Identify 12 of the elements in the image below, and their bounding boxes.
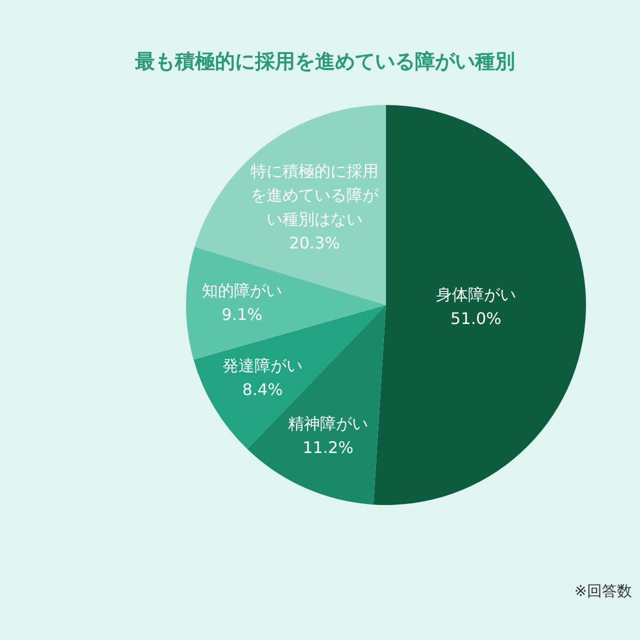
slice-label: 精神障がい <box>288 414 368 433</box>
slice-label: 特に積極的に採用を進めている障がい種別はない <box>250 162 380 229</box>
slice-label: 知的障がい <box>202 280 282 300</box>
text: ※回答数 <box>574 582 632 601</box>
chart-title: 最も積極的に採用を進めている障がい種別 <box>135 48 515 75</box>
slice-label: 身体障がい <box>436 284 516 304</box>
data-label: 51.0% <box>450 308 502 328</box>
data-label: 11.2% <box>302 438 354 457</box>
data-label: 8.4% <box>242 380 283 400</box>
data-label: 20.3% <box>289 234 340 253</box>
data-label: 9.1% <box>222 304 262 324</box>
slice-label: 発達障がい <box>222 356 303 376</box>
